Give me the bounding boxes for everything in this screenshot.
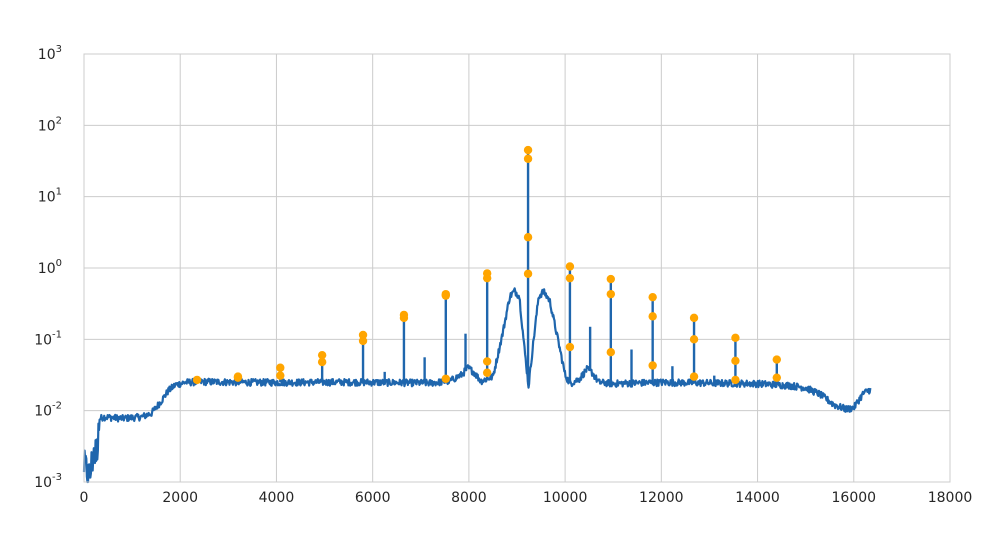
x-tick-label: 4000 <box>259 490 295 506</box>
peak-marker <box>523 145 533 155</box>
y-tick-label: 10-3 <box>34 472 62 491</box>
peak-marker <box>482 269 492 278</box>
x-tick-label: 2000 <box>162 490 198 506</box>
axis-layer: 0 2000 4000 6000 8000 10000 12000 14000 16000 180… <box>34 44 972 506</box>
peak-marker <box>317 350 327 360</box>
peak-marker <box>648 292 657 302</box>
spectrum-layer <box>82 150 872 484</box>
y-tick-label: 103 <box>38 44 62 63</box>
peak-marker <box>565 262 575 271</box>
peak-marker <box>276 371 285 380</box>
peak-marker <box>565 342 575 352</box>
peak-marker <box>399 310 409 320</box>
x-tick-label: 6000 <box>355 490 391 506</box>
peak-marker <box>689 313 699 323</box>
peak-marker <box>648 312 657 321</box>
peak-marker <box>731 333 740 343</box>
peak-marker <box>441 289 450 299</box>
peak-marker <box>523 233 533 242</box>
peak-marker <box>523 269 533 278</box>
peak-marker <box>482 368 492 377</box>
y-tick-label: 10-1 <box>34 329 62 348</box>
x-tick-label: 8000 <box>451 490 487 506</box>
grid-layer <box>83 53 951 483</box>
x-tick-label: 14000 <box>735 490 780 506</box>
peak-marker <box>731 375 740 385</box>
spectrum-trace <box>82 287 872 484</box>
peak-marker <box>606 348 616 357</box>
y-tick-label: 10-2 <box>34 401 62 420</box>
y-tick-label: 101 <box>38 187 62 206</box>
peak-marker <box>482 357 492 366</box>
peak-marker <box>233 372 243 381</box>
peak-marker <box>606 274 616 284</box>
x-tick-label: 16000 <box>832 490 877 506</box>
x-tick-label: 0 <box>80 490 89 506</box>
peak-marker <box>317 357 327 367</box>
marker-layer <box>192 145 781 385</box>
peak-marker <box>523 154 533 163</box>
peak-marker <box>276 363 285 372</box>
peak-marker <box>192 375 202 385</box>
peak-marker <box>358 336 368 346</box>
x-tick-label: 12000 <box>639 490 684 506</box>
peak-marker <box>772 373 781 382</box>
peak-marker <box>606 289 616 299</box>
peak-marker <box>358 330 368 340</box>
peak-marker <box>565 273 575 283</box>
plot-frame <box>83 53 951 483</box>
peak-marker <box>689 335 699 344</box>
peak-marker <box>441 374 450 383</box>
x-tick-label: 18000 <box>928 490 973 506</box>
y-tick-label: 102 <box>38 115 62 134</box>
peak-marker <box>731 356 740 366</box>
peak-marker <box>689 372 699 381</box>
y-tick-label: 100 <box>38 258 62 277</box>
x-tick-label: 10000 <box>543 490 588 506</box>
peak-marker <box>772 355 781 364</box>
peak-marker <box>648 361 657 370</box>
